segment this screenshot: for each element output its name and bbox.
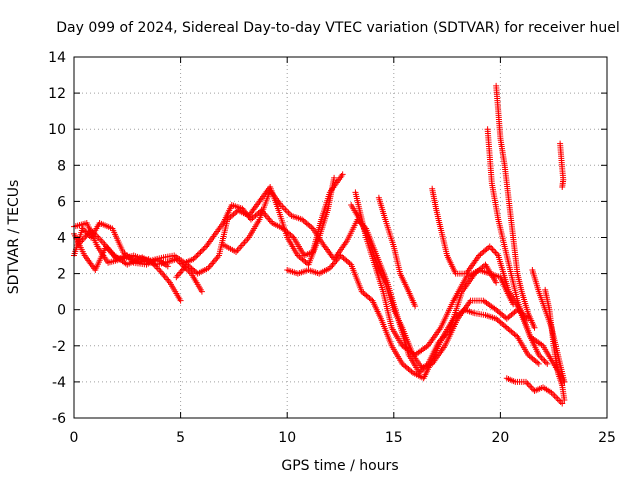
data-point [209,260,216,267]
data-point [95,235,102,242]
data-point [176,271,183,278]
data-point [488,245,495,252]
y-tick-label: 8 [57,158,66,174]
x-tick-label: 10 [278,430,296,446]
grid-lines [74,57,607,418]
y-tick-label: 4 [57,231,66,247]
data-point [158,270,165,277]
data-point [194,251,201,258]
axis-ticks: 0 5 10 15 20 25 -6 -4 -2 0 2 4 6 8 10 12 14 [48,50,616,446]
series-trace-9 [352,189,517,358]
x-tick-label: 5 [176,430,185,446]
data-point [550,391,557,398]
data-point [561,396,568,403]
data-point [491,248,498,255]
data-point [263,213,270,220]
data-point [162,274,169,281]
series-trace-16 [542,286,568,403]
data-point [207,262,214,269]
series-trace-5 [173,174,338,281]
y-tick-label: -2 [52,339,66,355]
data-point [282,206,289,213]
data-point [197,249,204,256]
y-axis-label: SDTVAR / TECUs [6,180,22,295]
data-point [492,249,499,256]
data-point [200,246,207,253]
data-point [154,265,161,272]
data-point [538,354,545,361]
series-trace-17 [557,140,567,190]
data-point [553,394,560,401]
data-point [559,400,566,407]
data-point [554,395,561,402]
data-point [280,205,287,212]
data-point [173,274,180,281]
data-point [525,381,532,388]
data-point [177,297,184,304]
chart-title: Day 099 of 2024, Sidereal Day-to-day VTE… [56,20,619,36]
data-marks [71,82,568,407]
data-point [156,266,163,273]
y-tick-label: -6 [52,411,66,427]
data-point [211,257,218,264]
y-tick-label: 2 [57,267,66,283]
series-trace-10 [375,194,419,310]
y-tick-label: 12 [48,86,66,102]
plot-frame [73,56,608,419]
y-tick-label: 6 [57,194,66,210]
data-point [524,380,531,387]
data-point [412,303,419,310]
data-point [531,324,538,331]
data-point [193,253,200,260]
data-point [551,392,558,399]
data-point [213,255,220,262]
data-point [164,276,171,283]
series-trace-12 [493,82,538,331]
y-tick-label: 10 [48,122,66,138]
data-point [542,359,549,366]
data-point [285,209,292,216]
data-point [161,273,168,280]
data-point [544,360,551,367]
data-point [535,360,542,367]
data-point [198,247,205,254]
data-point [540,356,547,363]
y-tick-label: -4 [52,375,66,391]
data-point [330,260,337,267]
x-tick-label: 0 [70,430,79,446]
data-point [186,269,193,276]
data-point [191,254,198,261]
data-point [559,183,566,190]
y-tick-label: 0 [57,303,66,319]
data-point [196,250,203,257]
data-point [201,244,208,251]
series-trace-13 [484,126,551,367]
data-point [265,215,272,222]
series-trace-7 [284,252,542,382]
data-point [339,171,346,178]
x-tick-label: 20 [491,430,509,446]
x-tick-label: 25 [598,430,616,446]
data-point [527,383,534,390]
data-point [174,272,181,279]
series-trace-15 [503,375,566,407]
x-axis-label: GPS time / hours [281,458,398,474]
data-point [160,271,167,278]
data-point [198,288,205,295]
data-point [541,357,548,364]
data-point [210,258,217,265]
data-point [329,262,336,269]
data-point [190,256,197,263]
data-point [266,216,273,223]
y-tick-label: 14 [48,50,66,66]
data-point [177,269,184,276]
data-point [283,208,290,215]
data-point [493,279,500,286]
x-tick-label: 15 [385,430,403,446]
data-point [331,174,338,181]
